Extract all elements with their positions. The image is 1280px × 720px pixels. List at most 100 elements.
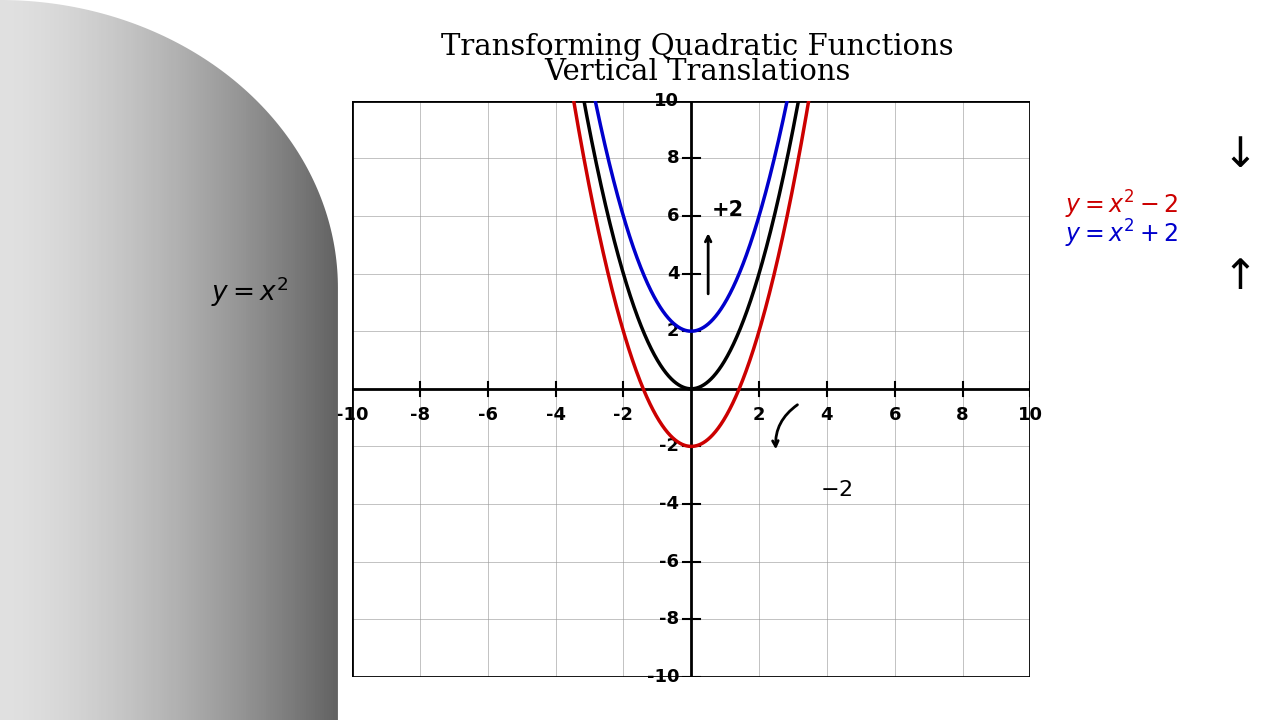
Bar bbox=[257, 0, 259, 720]
Bar bbox=[332, 0, 333, 720]
Bar bbox=[192, 0, 193, 720]
Bar bbox=[230, 0, 232, 720]
Bar bbox=[128, 0, 131, 720]
Bar bbox=[279, 0, 282, 720]
Bar bbox=[131, 0, 133, 720]
Bar bbox=[178, 0, 180, 720]
Text: 2: 2 bbox=[667, 323, 680, 340]
Bar bbox=[216, 0, 219, 720]
Text: 10: 10 bbox=[1018, 406, 1043, 424]
Bar bbox=[232, 0, 234, 720]
Bar bbox=[255, 0, 257, 720]
Bar bbox=[38, 0, 41, 720]
Bar bbox=[270, 0, 273, 720]
Bar bbox=[74, 0, 77, 720]
Bar bbox=[291, 0, 293, 720]
Bar bbox=[136, 0, 137, 720]
Bar bbox=[163, 0, 164, 720]
Bar bbox=[92, 0, 95, 720]
Bar bbox=[41, 0, 42, 720]
Text: -10: -10 bbox=[335, 406, 369, 424]
Bar bbox=[273, 0, 275, 720]
Bar bbox=[320, 0, 323, 720]
Bar bbox=[68, 0, 70, 720]
Bar bbox=[77, 0, 79, 720]
Bar bbox=[196, 0, 198, 720]
Bar bbox=[223, 0, 225, 720]
Bar bbox=[3, 0, 5, 720]
Bar bbox=[248, 0, 250, 720]
Bar bbox=[189, 0, 192, 720]
Bar bbox=[95, 0, 97, 720]
Text: Transforming Quadratic Functions: Transforming Quadratic Functions bbox=[442, 33, 954, 60]
Bar bbox=[70, 0, 72, 720]
Bar bbox=[12, 0, 14, 720]
Bar bbox=[183, 0, 184, 720]
Bar bbox=[119, 0, 122, 720]
Bar bbox=[201, 0, 202, 720]
Text: 6: 6 bbox=[888, 406, 901, 424]
Bar bbox=[124, 0, 127, 720]
Bar bbox=[297, 0, 300, 720]
Bar bbox=[225, 0, 228, 720]
Text: 4: 4 bbox=[667, 265, 680, 282]
Text: -4: -4 bbox=[659, 495, 680, 513]
Bar bbox=[174, 0, 175, 720]
Bar bbox=[86, 0, 88, 720]
Bar bbox=[264, 0, 266, 720]
Text: $y = x^2$: $y = x^2$ bbox=[211, 274, 288, 309]
Bar bbox=[127, 0, 128, 720]
Bar bbox=[88, 0, 90, 720]
Bar bbox=[145, 0, 146, 720]
Bar bbox=[9, 0, 12, 720]
Bar bbox=[20, 0, 23, 720]
Bar bbox=[45, 0, 47, 720]
Bar bbox=[23, 0, 24, 720]
Bar bbox=[172, 0, 174, 720]
Bar bbox=[308, 0, 311, 720]
Text: -10: -10 bbox=[646, 668, 680, 685]
Text: 8: 8 bbox=[667, 149, 680, 167]
Bar bbox=[300, 0, 302, 720]
Bar bbox=[14, 0, 15, 720]
Bar bbox=[65, 0, 68, 720]
Bar bbox=[276, 0, 279, 720]
Text: 8: 8 bbox=[956, 406, 969, 424]
Text: 4: 4 bbox=[820, 406, 833, 424]
Bar bbox=[115, 0, 118, 720]
Bar bbox=[324, 0, 326, 720]
Bar bbox=[99, 0, 101, 720]
Bar bbox=[306, 0, 308, 720]
Bar bbox=[104, 0, 106, 720]
Bar bbox=[133, 0, 136, 720]
Bar bbox=[293, 0, 296, 720]
Bar bbox=[284, 0, 287, 720]
Bar bbox=[27, 0, 29, 720]
Text: $- 2$: $- 2$ bbox=[820, 480, 852, 500]
Text: 2: 2 bbox=[753, 406, 765, 424]
Bar bbox=[54, 0, 56, 720]
Bar bbox=[106, 0, 108, 720]
Bar bbox=[259, 0, 261, 720]
Bar bbox=[6, 0, 9, 720]
Text: -8: -8 bbox=[659, 611, 680, 628]
Bar bbox=[15, 0, 18, 720]
Text: -4: -4 bbox=[545, 406, 566, 424]
Bar bbox=[207, 0, 210, 720]
Bar bbox=[315, 0, 317, 720]
Bar bbox=[142, 0, 145, 720]
Bar bbox=[148, 0, 151, 720]
Bar bbox=[305, 0, 306, 720]
Bar bbox=[261, 0, 264, 720]
Bar bbox=[246, 0, 248, 720]
Bar bbox=[333, 0, 335, 720]
Bar bbox=[166, 0, 169, 720]
Bar bbox=[146, 0, 148, 720]
Bar bbox=[296, 0, 297, 720]
Bar bbox=[101, 0, 104, 720]
Bar bbox=[83, 0, 86, 720]
Bar bbox=[50, 0, 51, 720]
Bar bbox=[175, 0, 178, 720]
Bar bbox=[29, 0, 32, 720]
Bar bbox=[36, 0, 38, 720]
